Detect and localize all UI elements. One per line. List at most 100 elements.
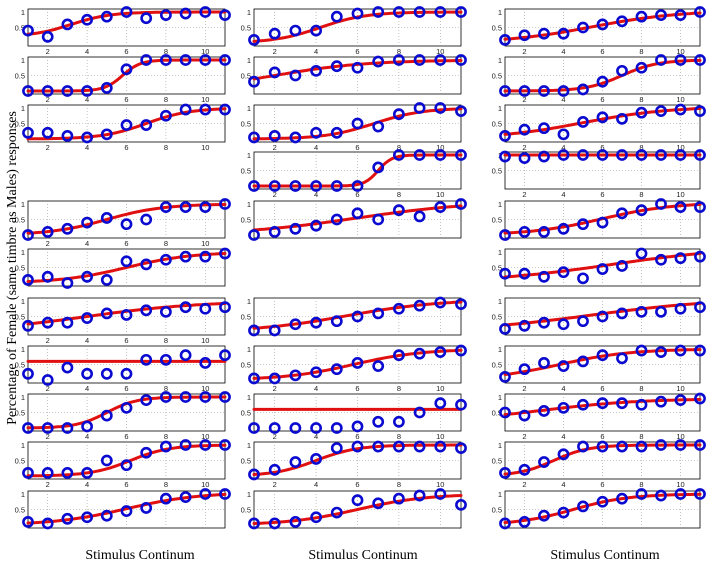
data-point [81,420,93,433]
chart-panel: 0.5 1 2 4 6 8 10 [241,393,467,441]
data-point [434,54,447,66]
y-tick-label: 1 [247,297,251,306]
x-tick-label: 8 [164,239,168,248]
data-point [538,225,550,238]
data-point [596,75,609,88]
data-point [635,106,648,119]
data-point [577,21,589,34]
data-point [694,488,706,500]
data-point [120,505,133,517]
y-tick-label: 0.5 [15,120,25,129]
data-point [81,270,93,283]
data-point [413,406,426,419]
x-tick-label: 2 [46,95,50,104]
x-tick-label: 10 [201,47,209,56]
data-point [289,222,302,235]
y-tick-label: 0.5 [492,167,502,176]
data-point [557,149,570,161]
data-point [518,267,531,280]
data-point [61,129,74,142]
data-point [635,488,648,500]
data-point [538,357,550,369]
x-axis-label-col1: Stimulus Continum [85,548,194,563]
data-point [310,219,322,232]
data-point [557,128,570,141]
data-point [351,7,364,20]
chart-panel: 0.5 1 2 4 6 8 10 [492,344,706,393]
x-tick-label: 10 [436,480,444,489]
data-point [655,305,667,318]
y-tick-label: 0.5 [492,72,502,81]
data-point [392,108,405,121]
data-point [179,201,192,213]
data-point [179,103,192,116]
x-tick-label: 4 [85,384,89,393]
y-tick-label: 1 [498,297,502,306]
data-point [268,27,281,40]
data-point [413,6,426,18]
data-point [557,266,570,279]
fit-curve [503,398,702,417]
data-point [538,456,550,468]
x-tick-label: 6 [355,190,359,199]
data-point [455,54,467,66]
data-point [22,319,34,332]
data-point [219,103,231,116]
data-point [100,128,113,141]
data-point [596,149,609,161]
data-point [248,372,260,385]
data-point [199,391,212,403]
data-point [81,216,93,229]
data-point [434,149,447,161]
data-point [289,422,302,434]
data-point [518,363,531,376]
y-tick-label: 1 [21,8,25,17]
data-point [413,54,426,66]
chart-panel: 0.5 1 2 4 6 8 10 [241,344,467,393]
data-point [635,10,648,23]
x-tick-label: 10 [436,47,444,56]
x-tick-label: 8 [397,47,401,56]
data-point [674,9,687,21]
data-point [268,324,281,337]
x-tick-label: 6 [355,143,359,152]
data-point [596,310,609,323]
data-point [159,9,172,21]
data-point [694,149,706,161]
data-point [557,506,570,519]
data-point [392,204,405,217]
x-tick-label: 4 [85,336,89,345]
data-point [655,54,667,66]
data-point [413,440,426,453]
y-tick-label: 0.5 [492,361,502,370]
x-tick-label: 2 [46,336,50,345]
y-tick-label: 1 [247,200,251,209]
y-tick-label: 0.5 [15,409,25,418]
data-point [392,440,405,453]
data-point [538,270,550,283]
fit-curve [252,153,463,188]
data-point [289,24,302,37]
data-point [538,509,550,522]
data-point [434,201,447,213]
data-point [434,346,447,358]
data-point [120,309,133,321]
data-point [372,6,385,18]
data-point [413,210,426,223]
data-point [372,161,385,174]
data-point [577,500,589,513]
data-point [499,129,511,142]
data-point [120,218,133,231]
data-point [268,225,281,238]
data-point [392,6,405,18]
data-point [199,357,212,369]
data-point [413,347,426,360]
data-point [248,180,260,192]
y-tick-label: 0.5 [15,313,25,322]
y-tick-label: 0.5 [15,361,25,370]
x-tick-label: 2 [46,47,50,56]
data-point [499,229,511,241]
data-point [22,126,34,139]
x-tick-label: 10 [676,190,684,199]
data-point [179,391,192,403]
